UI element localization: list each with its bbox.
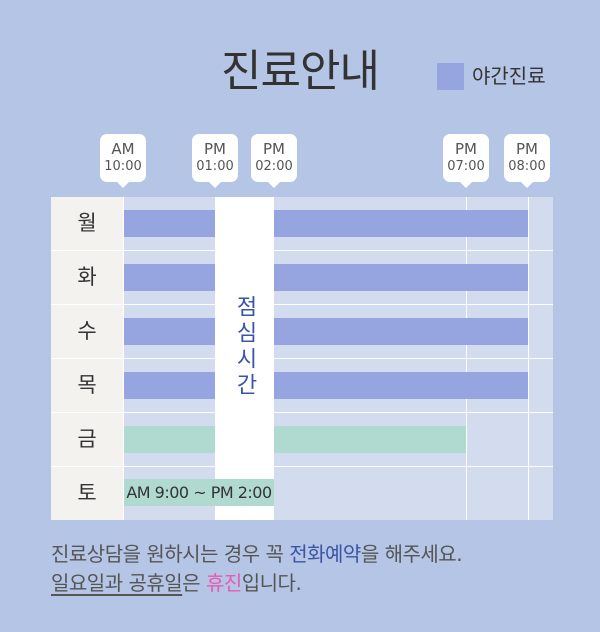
time-marker-am-1000: AM 10:00 — [100, 134, 146, 188]
wednesday-morning-bar — [124, 318, 215, 345]
closed-highlight: 휴진 — [205, 571, 242, 595]
row-divider — [51, 412, 553, 413]
time-marker-time: 02:00 — [255, 159, 293, 174]
row-divider — [51, 250, 553, 251]
row-divider — [51, 466, 553, 467]
legend-swatch — [437, 63, 464, 90]
thursday-morning-bar — [124, 372, 215, 399]
notice-line-2: 일요일과 공휴일은 휴진입니다. — [51, 569, 591, 598]
monday-morning-bar — [124, 210, 215, 237]
time-marker-pm-0800: PM 08:00 — [504, 134, 550, 188]
lunch-column: 점심시간 — [215, 197, 274, 520]
notice-line-1: 진료상담을 원하시는 경우 꼭 전화예약을 해주세요. — [51, 540, 591, 569]
wednesday-afternoon-bar — [274, 318, 528, 345]
row-divider — [51, 304, 553, 305]
holiday-underline-text: 일요일과 공휴일 — [51, 571, 183, 595]
day-friday: 금 — [51, 413, 123, 466]
time-marker-time: 01:00 — [196, 159, 234, 174]
legend-label: 야간진료 — [472, 64, 546, 88]
day-tuesday: 화 — [51, 251, 123, 304]
tuesday-morning-bar — [124, 264, 215, 291]
time-marker-pm-0700: PM 07:00 — [443, 134, 489, 188]
day-monday: 월 — [51, 197, 123, 250]
time-marker-pm-0100: PM 01:00 — [192, 134, 238, 188]
schedule-grid: 월 화 수 목 금 토 점심시간 AM 9:00 ~ PM 2:00 — [51, 197, 553, 520]
phone-reservation-highlight: 전화예약 — [289, 542, 361, 566]
time-marker-period: AM — [111, 140, 135, 158]
column-divider — [466, 197, 467, 520]
column-divider — [123, 197, 124, 520]
time-marker-period: PM — [516, 140, 538, 158]
time-marker-time: 10:00 — [104, 159, 142, 174]
friday-afternoon-bar — [274, 426, 466, 453]
notice-text: 진료상담을 원하시는 경우 꼭 전화예약을 해주세요. 일요일과 공휴일은 휴진… — [51, 540, 591, 598]
lunch-label: 점심시간 — [232, 295, 257, 399]
time-marker-time: 07:00 — [447, 159, 485, 174]
time-marker-period: PM — [204, 140, 226, 158]
friday-morning-bar — [124, 426, 215, 453]
column-divider — [528, 197, 529, 520]
time-marker-pm-0200: PM 02:00 — [251, 134, 297, 188]
monday-afternoon-bar — [274, 210, 528, 237]
thursday-afternoon-bar — [274, 372, 528, 399]
page-title: 진료안내 — [221, 46, 380, 97]
notice-text-part: 은 — [182, 571, 206, 595]
day-saturday: 토 — [51, 467, 123, 520]
day-wednesday: 수 — [51, 305, 123, 358]
time-marker-period: PM — [455, 140, 477, 158]
row-divider — [51, 358, 553, 359]
notice-text-part: 을 해주세요. — [360, 542, 463, 566]
legend: 야간진료 — [437, 63, 546, 90]
tuesday-afternoon-bar — [274, 264, 528, 291]
day-thursday: 목 — [51, 359, 123, 412]
time-marker-period: PM — [263, 140, 285, 158]
saturday-hours-label: AM 9:00 ~ PM 2:00 — [126, 483, 272, 502]
notice-text-part: 진료상담을 원하시는 경우 꼭 — [51, 542, 290, 566]
saturday-bar: AM 9:00 ~ PM 2:00 — [124, 479, 274, 506]
time-marker-time: 08:00 — [508, 159, 546, 174]
notice-text-part: 입니다. — [241, 571, 302, 595]
